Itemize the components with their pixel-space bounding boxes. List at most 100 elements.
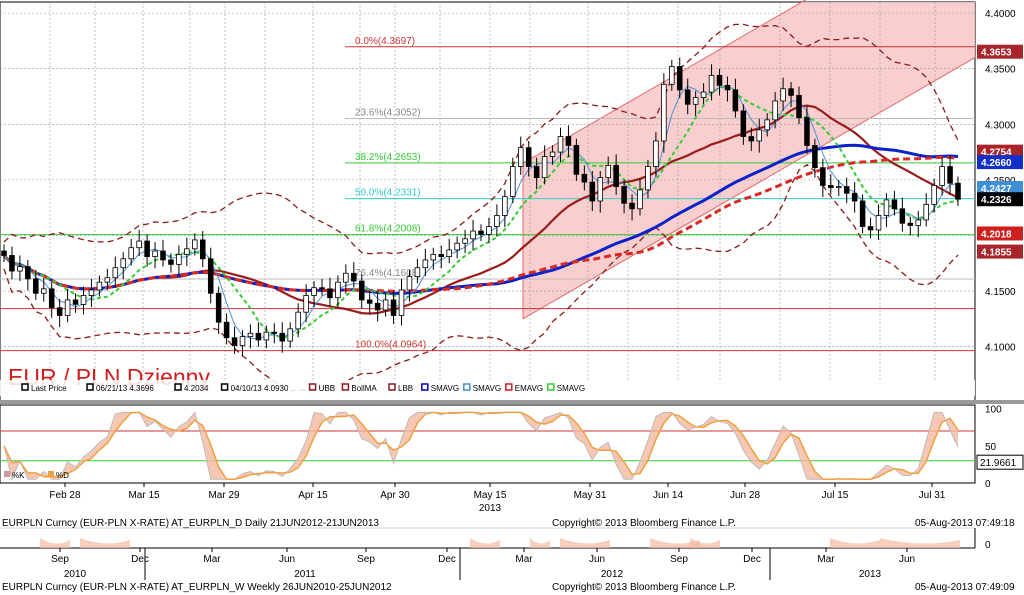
weekly-month-label: Dec bbox=[438, 554, 456, 565]
footer-daily-copyright: Copyright© 2013 Bloomberg Finance L.P. bbox=[552, 518, 736, 529]
fib-level-label: 0.0%(4.3697) bbox=[355, 36, 415, 47]
x-tick-label: Mar 29 bbox=[208, 490, 240, 501]
candle-body bbox=[430, 253, 437, 261]
candle-body bbox=[438, 253, 445, 257]
weekly-month-label: Mar bbox=[515, 554, 533, 565]
candle-body bbox=[33, 278, 39, 294]
candle-body bbox=[891, 199, 898, 210]
candle-body bbox=[478, 230, 484, 235]
weekly-year-label: 2011 bbox=[294, 569, 316, 580]
weekly-month-label: Sep bbox=[357, 554, 375, 565]
legend-label: SMAVG bbox=[557, 384, 585, 393]
upper-bollinger-band bbox=[3, 23, 959, 255]
legend-swatch bbox=[547, 383, 555, 391]
weekly-year-label: 2012 bbox=[601, 569, 624, 580]
trend-channel bbox=[523, 2, 975, 319]
fib-level-label: 100.0%(4.0964) bbox=[355, 340, 426, 351]
candle-body bbox=[398, 289, 405, 316]
x-tick-label: Jun 28 bbox=[730, 490, 760, 501]
candle-body bbox=[327, 288, 333, 299]
candle-body bbox=[915, 219, 922, 226]
candle-body bbox=[72, 299, 79, 305]
price-tag-label: 4.2754 bbox=[981, 148, 1012, 159]
lower-bollinger-band bbox=[3, 163, 959, 392]
candle-body bbox=[621, 186, 627, 204]
candle-body bbox=[947, 166, 953, 184]
legend-label: SMAVG bbox=[473, 384, 501, 393]
legend-label: BollMA bbox=[351, 384, 377, 393]
candle-body bbox=[9, 255, 15, 272]
candle-body bbox=[843, 186, 850, 194]
x-tick-label: Mar 15 bbox=[128, 490, 160, 501]
candle-body bbox=[597, 177, 604, 202]
candle-body bbox=[748, 136, 755, 142]
candle-body bbox=[120, 258, 127, 269]
candle-body bbox=[804, 117, 810, 146]
weekly-panel: 0 Sep Dec Mar Jun Sep Dec Mar Jun Sep Dec Mar Jun 201… bbox=[0, 527, 991, 580]
legend-label: UBB bbox=[319, 384, 335, 393]
candle-body bbox=[669, 66, 675, 85]
y-tick-label: 4.4000 bbox=[985, 9, 1016, 20]
candle-body bbox=[724, 84, 731, 91]
candle-body bbox=[494, 215, 500, 227]
candle-body bbox=[772, 100, 778, 121]
candle-body bbox=[931, 185, 937, 205]
legend-swatch bbox=[86, 383, 94, 391]
osc-value-tag bbox=[976, 454, 1024, 470]
candle-body bbox=[939, 166, 945, 186]
candle-body bbox=[255, 332, 262, 341]
candle-body bbox=[335, 281, 341, 299]
weekly-month-label: Sep bbox=[51, 554, 69, 565]
candle-body bbox=[263, 331, 270, 341]
candle-body bbox=[955, 182, 961, 200]
price-tag bbox=[977, 226, 1023, 241]
legend-swatch bbox=[174, 383, 182, 391]
legend-label: 06/21/13 4.3696 bbox=[96, 384, 154, 393]
candle-body bbox=[17, 266, 23, 272]
candle-body bbox=[144, 240, 150, 257]
legend-swatch bbox=[21, 383, 29, 391]
candle-body bbox=[502, 196, 508, 216]
candle-body bbox=[661, 83, 667, 142]
candle-body bbox=[899, 208, 906, 224]
y-tick-label: 4.3500 bbox=[985, 65, 1016, 76]
weekly-osc-area bbox=[690, 538, 720, 548]
candle-body bbox=[343, 272, 349, 283]
price-tag bbox=[977, 192, 1023, 207]
candle-body bbox=[152, 250, 158, 257]
candle-body bbox=[565, 136, 572, 146]
candle-body bbox=[549, 151, 556, 157]
y-tick-label: 4.1000 bbox=[985, 343, 1016, 354]
x-tick-label: May 31 bbox=[574, 490, 607, 501]
candle-body bbox=[692, 97, 699, 105]
x-tick-label: Jul 31 bbox=[919, 490, 946, 501]
candle-body bbox=[700, 91, 707, 99]
candle-body bbox=[867, 226, 874, 231]
candle-body bbox=[184, 248, 190, 255]
candle-body bbox=[533, 166, 540, 179]
candle-body bbox=[716, 74, 723, 86]
candle-body bbox=[708, 74, 715, 93]
x-year-label: 2013 bbox=[479, 503, 502, 514]
osc-value-label: 21.9661 bbox=[980, 458, 1017, 469]
weekly-osc-area bbox=[530, 538, 550, 548]
weekly-tick-label: 0 bbox=[985, 540, 991, 551]
candle-body bbox=[780, 88, 786, 102]
candle-body bbox=[1, 250, 7, 256]
osc-tick-label: 0 bbox=[985, 479, 991, 490]
candle-body bbox=[486, 226, 492, 235]
weekly-month-label: Sep bbox=[670, 554, 688, 565]
candle-body bbox=[653, 140, 659, 167]
legend-label: Last Price bbox=[31, 384, 67, 393]
candle-body bbox=[446, 249, 452, 257]
weekly-year-label: 2010 bbox=[64, 569, 87, 580]
price-tag-label: 4.2660 bbox=[981, 158, 1012, 169]
candle-body bbox=[589, 181, 596, 202]
osc-legend-swatch bbox=[4, 471, 10, 477]
candle-body bbox=[557, 136, 564, 153]
candle-body bbox=[541, 156, 548, 179]
candle-body bbox=[374, 302, 381, 311]
fib-level-label: 61.8%(4.2008) bbox=[355, 224, 421, 235]
legend-swatch bbox=[308, 383, 317, 391]
